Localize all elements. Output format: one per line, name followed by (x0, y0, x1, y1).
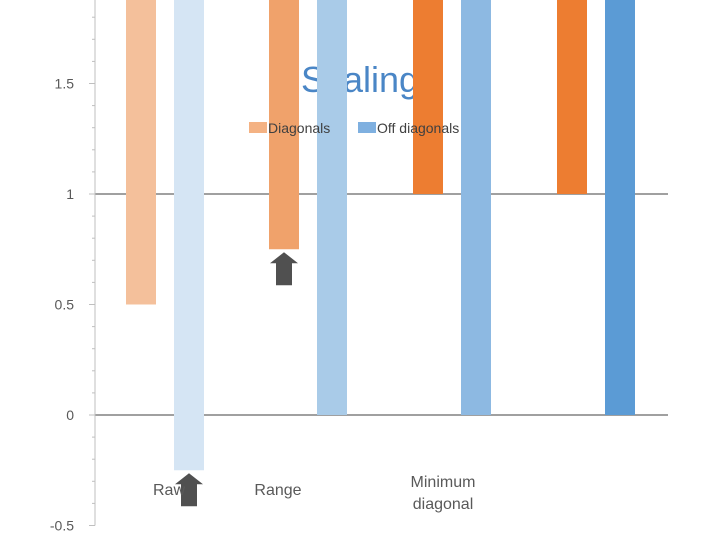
bar-off-diagonals (174, 0, 204, 471)
legend-item: Off diagonals (358, 120, 459, 136)
category-labels: Raw Range Minimum diagonal (153, 474, 475, 513)
legend-label: Off diagonals (377, 120, 459, 136)
bar-diagonals (413, 0, 443, 194)
legend-item: Diagonals (249, 120, 330, 136)
bar-off-diagonals (461, 0, 491, 416)
category-label: Minimum diagonal (411, 474, 476, 513)
y-tick-label: 0 (66, 407, 74, 423)
bar-diagonals (557, 0, 587, 194)
y-tick-label: 0.5 (55, 297, 75, 313)
bar-off-diagonals (317, 0, 347, 415)
y-tick-label: -0.5 (50, 518, 74, 534)
bars (126, 0, 635, 471)
arrow-up-icon (175, 473, 203, 507)
legend-swatch (249, 122, 267, 133)
bar-off-diagonals (605, 0, 635, 415)
y-axis: 32.521.510.50-0.5 (50, 0, 96, 534)
arrows (175, 252, 298, 507)
legend-label: Diagonals (268, 120, 330, 136)
legend-swatch (358, 122, 376, 133)
bar-diagonals (269, 0, 299, 250)
y-tick-label: 1.5 (55, 76, 75, 92)
category-label: Raw (153, 482, 185, 499)
category-label: Range (254, 482, 301, 499)
y-tick-label: 1 (66, 186, 74, 202)
arrow-up-icon (270, 252, 298, 286)
legend: Diagonals Off diagonals (249, 120, 459, 136)
bar-diagonals (126, 0, 156, 305)
